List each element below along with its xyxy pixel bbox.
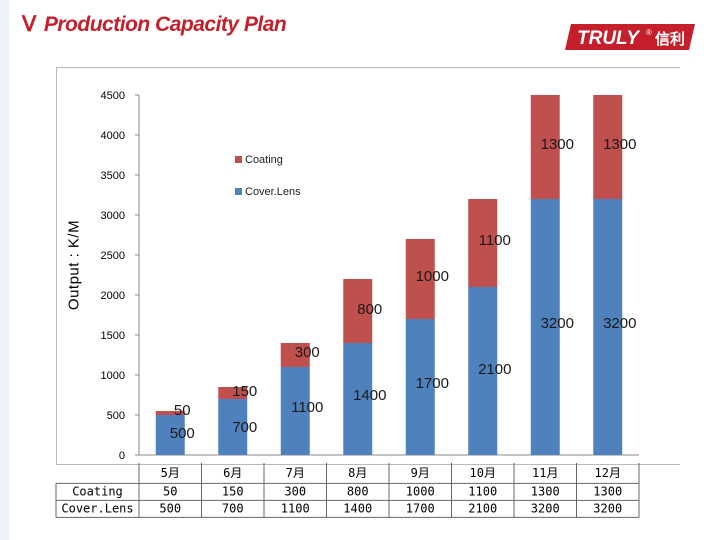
data-label-cover-lens: 3200 <box>603 315 636 332</box>
truly-logo: TRULY ® 信利 <box>565 24 695 50</box>
table-cell: 1700 <box>406 501 435 515</box>
table-cell: 3200 <box>593 501 622 515</box>
data-label-cover-lens: 500 <box>170 425 195 442</box>
table-cell: 1100 <box>281 501 310 515</box>
bar-coating <box>468 199 498 287</box>
data-label-cover-lens: 3200 <box>541 315 574 332</box>
table-cell: 300 <box>284 484 306 498</box>
legend-swatch <box>235 188 242 195</box>
x-category-label: 10月 <box>470 466 496 480</box>
data-label-cover-lens: 700 <box>232 419 257 436</box>
data-label-coating: 1100 <box>479 232 511 249</box>
chart-legend: Coating Cover.Lens <box>235 154 301 198</box>
x-category-label: 5月 <box>161 466 180 480</box>
bar-cover-lens <box>218 399 248 455</box>
y-tick-label: 500 <box>107 410 125 422</box>
y-tick-label: 1500 <box>101 330 125 342</box>
bar-cover-lens <box>593 199 623 455</box>
data-label-cover-lens: 1400 <box>353 387 386 404</box>
data-label-coating: 1300 <box>541 136 574 153</box>
table-cell: 700 <box>222 501 244 515</box>
table-cell: 3200 <box>531 501 560 515</box>
logo-text: TRULY <box>577 28 641 49</box>
slide-title-text: Production Capacity Plan <box>43 13 287 36</box>
logo-cjk: 信利 <box>655 30 685 48</box>
y-tick-label: 0 <box>119 450 125 462</box>
bar-cover-lens <box>468 287 498 455</box>
table-cell: 2100 <box>468 501 497 515</box>
chart-data-labels: 500 50 700 150 1100 300 1400 800 1700 1000 2100 110… <box>170 136 637 442</box>
bar-coating <box>530 95 560 199</box>
bar-coating <box>280 343 310 367</box>
data-label-cover-lens: 1700 <box>416 375 449 392</box>
bar-cover-lens <box>343 343 373 455</box>
table-row-label: Coating <box>72 484 123 498</box>
bar-cover-lens <box>530 199 560 455</box>
bar-coating <box>405 239 435 319</box>
x-category-label: 8月 <box>348 466 367 480</box>
chart-data-table: 5月 6月 7月 8月 9月 10月 11月 12月 Coating 50 150 300 800 100… <box>55 463 640 518</box>
data-label-coating: 150 <box>232 383 257 400</box>
bar-coating <box>155 411 185 415</box>
table-cell: 1300 <box>593 484 622 498</box>
data-label-coating: 50 <box>174 402 191 419</box>
y-tick-label: 2000 <box>101 290 125 302</box>
bar-cover-lens <box>405 319 435 455</box>
table-cell: 800 <box>347 484 369 498</box>
data-label-cover-lens: 2100 <box>478 361 511 378</box>
section-number: Ⅴ <box>22 13 36 36</box>
y-tick-label: 1000 <box>101 370 125 382</box>
bar-cover-lens <box>280 367 310 455</box>
table-cell: 1100 <box>468 484 497 498</box>
bar-cover-lens <box>155 415 185 455</box>
legend-label: Coating <box>245 154 283 166</box>
data-label-coating: 300 <box>295 344 320 361</box>
bar-coating <box>343 279 373 343</box>
table-cell: 50 <box>163 484 177 498</box>
bar-coating <box>218 387 248 399</box>
y-tick-label: 4000 <box>101 130 125 142</box>
data-label-coating: 1300 <box>603 136 636 153</box>
slide-left-bar <box>0 0 9 540</box>
x-category-label: 6月 <box>223 466 242 480</box>
table-cell: 1000 <box>406 484 435 498</box>
y-tick-label: 3500 <box>101 170 125 182</box>
logo-registered: ® <box>646 28 652 37</box>
x-category-label: 12月 <box>595 466 621 480</box>
y-tick-label: 4500 <box>101 90 125 102</box>
x-category-label: 11月 <box>532 466 558 480</box>
data-label-coating: 800 <box>357 301 382 318</box>
data-label-coating: 1000 <box>416 268 449 285</box>
chart-bars <box>155 95 623 455</box>
table-cell: 150 <box>222 484 244 498</box>
y-tick-label: 2500 <box>101 250 125 262</box>
data-label-cover-lens: 1100 <box>291 399 323 416</box>
table-cell: 1400 <box>343 501 372 515</box>
y-tick-label: 3000 <box>101 210 125 222</box>
x-category-label: 7月 <box>286 466 305 480</box>
slide-title: Ⅴ Production Capacity Plan <box>22 12 287 37</box>
bar-coating <box>593 95 623 199</box>
x-category-label: 9月 <box>411 466 430 480</box>
legend-swatch <box>235 156 242 163</box>
legend-label: Cover.Lens <box>245 186 301 198</box>
table-cell: 500 <box>159 501 181 515</box>
table-cell: 1300 <box>531 484 560 498</box>
logo-background <box>565 24 695 50</box>
table-row-label: Cover.Lens <box>61 501 133 515</box>
